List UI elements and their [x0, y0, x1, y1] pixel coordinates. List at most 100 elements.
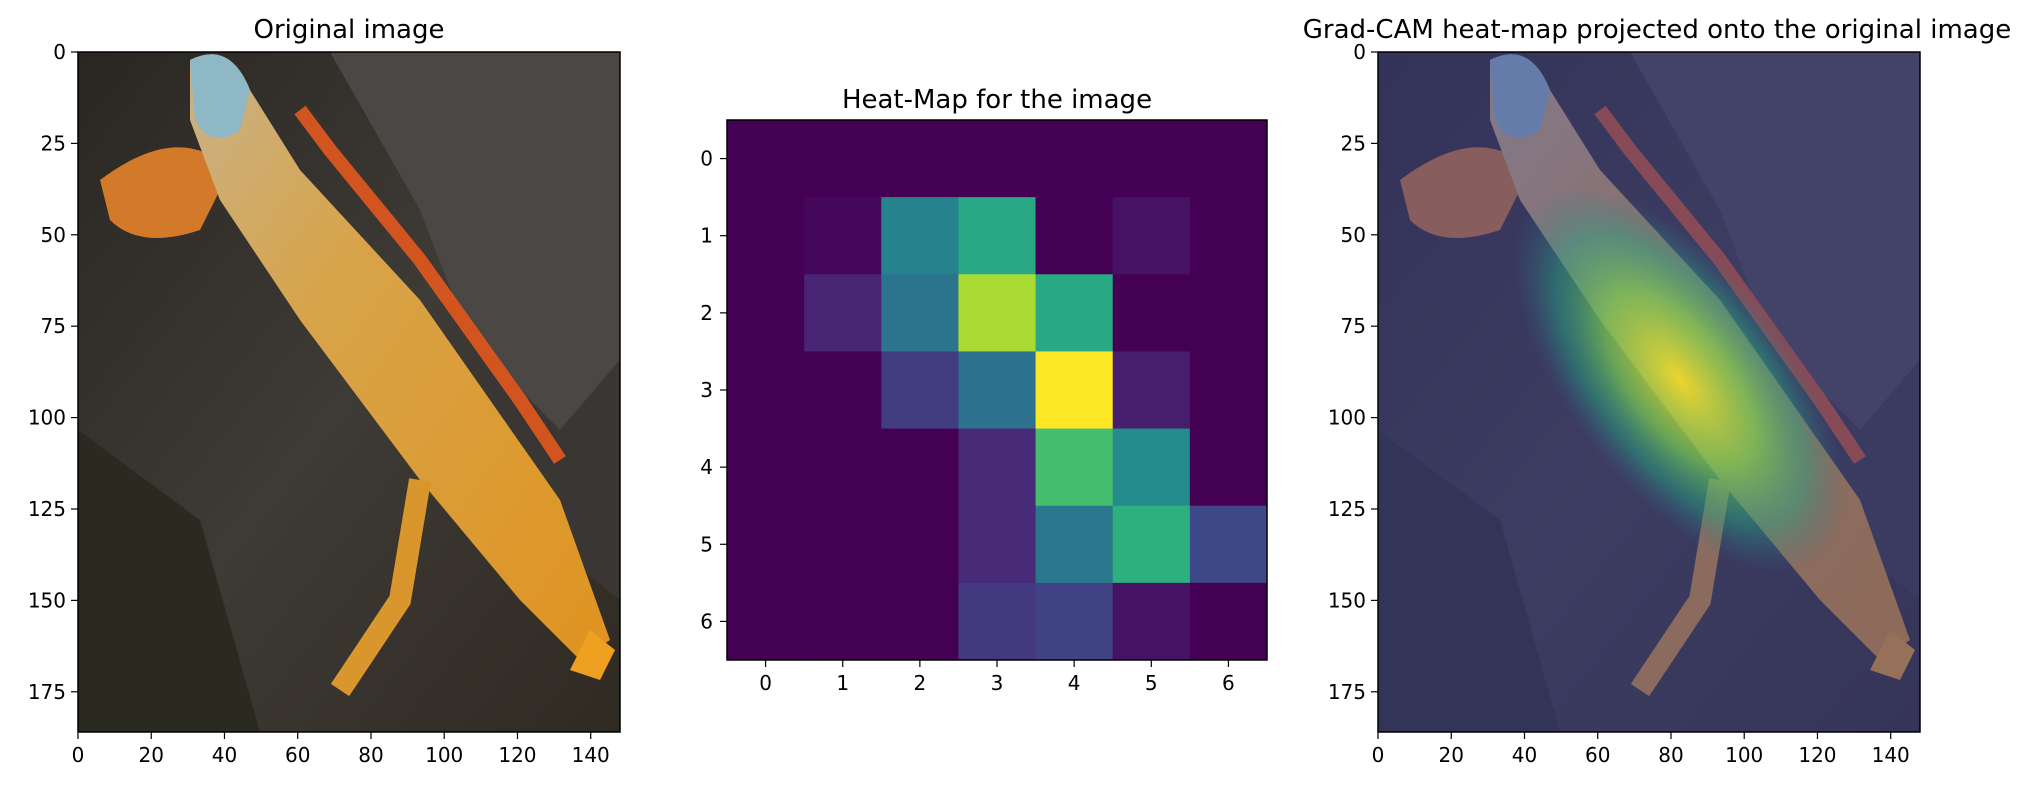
y-tick-label: 75: [41, 314, 66, 338]
y-tick-label: 100: [28, 406, 66, 430]
y-tick-label: 0: [700, 147, 713, 171]
x-tick-label: 0: [1372, 743, 1385, 767]
heatmap-cell: [804, 197, 882, 275]
heatmap-cell: [804, 582, 882, 661]
heatmap-cell: [1189, 274, 1268, 352]
heatmap-cell: [804, 120, 882, 198]
y-tick-label: 2: [700, 301, 713, 325]
heatmap-cell: [958, 428, 1037, 507]
heatmap-cell: [958, 197, 1037, 275]
heatmap-cell: [727, 428, 805, 507]
x-tick-label: 1: [836, 671, 849, 695]
gradcam-overlay-panel: Grad-CAM heat-map projected onto the ori…: [1303, 15, 2011, 767]
y-tick-label: 4: [700, 455, 713, 479]
heatmap-cell: [881, 582, 959, 661]
x-tick-label: 2: [913, 671, 926, 695]
heatmap-cell: [881, 197, 959, 275]
x-tick-label: 80: [1658, 743, 1683, 767]
heatmap-cell: [958, 505, 1037, 584]
heatmap-cell: [727, 351, 805, 430]
x-tick-label: 140: [1872, 743, 1910, 767]
y-tick-label: 0: [53, 40, 66, 64]
panel-title: Grad-CAM heat-map projected onto the ori…: [1303, 15, 2011, 45]
heatmap-cell: [958, 274, 1037, 352]
heatmap-cell: [1035, 120, 1114, 198]
y-tick-label: 50: [1341, 223, 1366, 247]
axis-ticks: 0 20 40 60 80 100 120 140 0 25 50 75 100 125 150 175: [28, 40, 610, 767]
y-tick-label: 3: [700, 378, 713, 402]
x-tick-label: 3: [991, 671, 1004, 695]
y-tick-label: 0: [1353, 40, 1366, 64]
y-tick-label: 5: [700, 532, 713, 556]
x-tick-label: 60: [285, 743, 310, 767]
x-tick-label: 6: [1222, 671, 1235, 695]
x-tick-label: 40: [1512, 743, 1537, 767]
heatmap-cell: [958, 120, 1037, 198]
axis-ticks: 0 1 2 3 4 5 6 0 1 2 3 4 5 6: [700, 147, 1235, 695]
heatmap-panel: Heat-Map for the image 0 1 2 3 4 5 6 0 1 2 3 4 5 6: [700, 85, 1268, 695]
heatmap-cell: [1035, 428, 1114, 507]
y-tick-label: 125: [28, 497, 66, 521]
heatmap-cell: [804, 428, 882, 507]
x-tick-label: 5: [1145, 671, 1158, 695]
heatmap-cell: [958, 351, 1037, 430]
heatmap-cell: [1112, 274, 1191, 352]
y-tick-label: 175: [1328, 680, 1366, 704]
y-tick-label: 125: [1328, 497, 1366, 521]
y-tick-label: 25: [41, 131, 66, 155]
heatmap-cell: [804, 274, 882, 352]
y-tick-label: 175: [28, 680, 66, 704]
heatmap-cell: [1112, 197, 1191, 275]
heatmap-cell: [881, 428, 959, 507]
y-tick-label: 75: [1341, 314, 1366, 338]
heatmap-cell: [1112, 582, 1191, 661]
x-tick-label: 100: [425, 743, 463, 767]
heatmap-cell: [881, 505, 959, 584]
y-tick-label: 150: [1328, 588, 1366, 612]
y-tick-label: 150: [28, 588, 66, 612]
y-tick-label: 6: [700, 609, 713, 633]
heatmap-cell: [1112, 428, 1191, 507]
heatmap-cell: [1035, 197, 1114, 275]
y-tick-label: 100: [1328, 406, 1366, 430]
heatmap-cell: [1035, 582, 1114, 661]
axis-ticks: 0 20 40 60 80 100 120 140 0 25 50 75 100 125 150 175: [1328, 40, 1910, 767]
x-tick-label: 0: [759, 671, 772, 695]
heatmap-cell: [1112, 120, 1191, 198]
y-tick-label: 50: [41, 223, 66, 247]
y-tick-label: 25: [1341, 131, 1366, 155]
plot-frame: [1377, 51, 1921, 733]
original-image-panel: Original image 0 20 40 60 80 100 120 140 0 25 50 75…: [28, 15, 621, 767]
heatmap-cell: [1189, 197, 1268, 275]
x-tick-label: 20: [139, 743, 164, 767]
heatmap-cell: [1189, 351, 1268, 430]
heatmap-cell: [727, 274, 805, 352]
x-tick-label: 120: [1798, 743, 1836, 767]
heatmap-cell: [958, 582, 1037, 661]
heatmap-cell: [727, 120, 805, 198]
original-image: [78, 52, 620, 732]
heatmap-cell: [881, 120, 959, 198]
heatmap-cell: [1035, 274, 1114, 352]
heatmap-cell: [1112, 351, 1191, 430]
heatmap-cell: [1035, 505, 1114, 584]
heatmap-cell: [804, 505, 882, 584]
heatmap-cells: [727, 120, 1268, 661]
heatmap-cell: [1189, 428, 1268, 507]
x-tick-label: 20: [1439, 743, 1464, 767]
x-tick-label: 80: [358, 743, 383, 767]
x-tick-label: 120: [498, 743, 536, 767]
x-tick-label: 40: [212, 743, 237, 767]
x-tick-label: 140: [572, 743, 610, 767]
panel-title: Original image: [254, 15, 445, 45]
heatmap-cell: [1035, 351, 1114, 430]
heatmap-cell: [727, 197, 805, 275]
heatmap-cell: [1189, 582, 1268, 661]
heatmap-cell: [1112, 505, 1191, 584]
panel-title: Heat-Map for the image: [842, 85, 1152, 115]
heatmap-cell: [727, 582, 805, 661]
x-tick-label: 0: [72, 743, 85, 767]
heatmap-cell: [881, 274, 959, 352]
heatmap-cell: [881, 351, 959, 430]
